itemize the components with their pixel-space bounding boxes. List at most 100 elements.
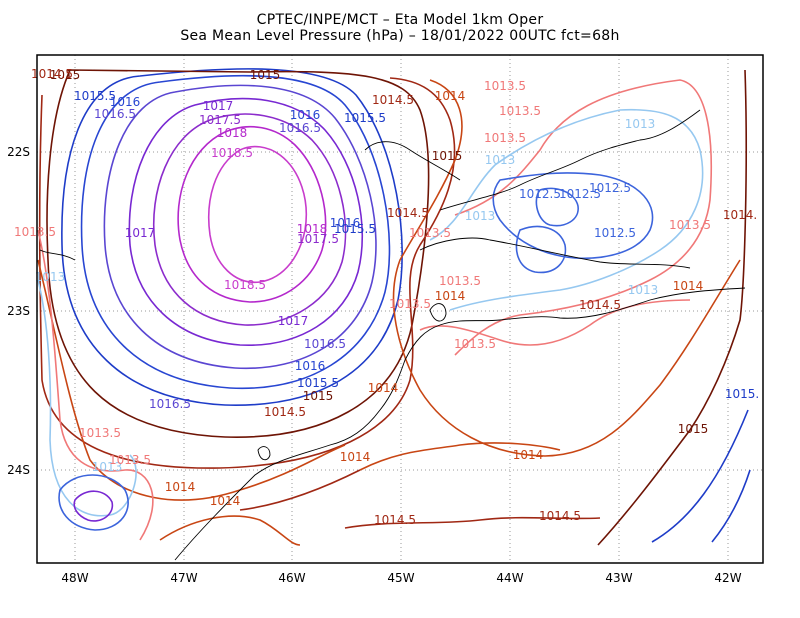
isobar-1018 (177, 125, 327, 303)
isobar-1015-east (597, 69, 747, 546)
contour-label: 1013 (485, 153, 516, 167)
contour-label: 1016 (290, 108, 321, 122)
contour-label: 1015.5 (74, 89, 116, 103)
isobar-1013-sw (37, 279, 137, 517)
contour-label: 1014.5 (372, 93, 414, 107)
isobar-contours (37, 68, 751, 546)
contour-label: 1015 (50, 68, 81, 82)
x-tick-46w: 46W (278, 571, 305, 585)
y-tick-23s: 23S (7, 304, 30, 318)
y-tick-22s: 22S (7, 145, 30, 159)
isobar-1014-se-low (159, 515, 301, 546)
contour-label: 1014 (673, 279, 704, 293)
map-title-line1: CPTEC/INPE/MCT – Eta Model 1km Oper (256, 12, 544, 28)
contour-label: 1012.5 (519, 187, 561, 201)
map-frame (36, 54, 764, 564)
contour-label: 1013.5 (14, 225, 56, 239)
contour-label: 1013.5 (409, 226, 451, 240)
island-sao-sebastiao (429, 303, 447, 322)
isobar-1014-east (392, 79, 741, 457)
contour-label: 1013.5 (499, 104, 541, 118)
isobar-1015-5-east-b (711, 469, 751, 543)
map-title-line2: Sea Mean Level Pressure (hPa) – 18/01/20… (180, 28, 620, 44)
x-tick-42w: 42W (714, 571, 741, 585)
contour-label: 1013.5 (109, 453, 151, 467)
coastline-north (439, 109, 701, 211)
contour-label: 1014 (210, 494, 241, 508)
contour-label: 1016.5 (304, 337, 346, 351)
isobar-1014-5-south (239, 469, 361, 511)
contour-label: 1013.5 (484, 131, 526, 145)
coastline (39, 109, 746, 561)
x-tick-43w: 43W (605, 571, 632, 585)
contour-label: 1016 (110, 95, 141, 109)
isobar-1014-5 (38, 77, 456, 469)
contour-label: 1016.5 (94, 107, 136, 121)
contour-label: 1013 (628, 283, 659, 297)
contour-label: 1017 (203, 99, 234, 113)
isobar-1016 (80, 74, 391, 390)
isobar-1017-5 (152, 113, 347, 326)
isobar-1014-5-east (344, 516, 601, 529)
contour-label: 1018 (217, 126, 248, 140)
contour-label: 1014 (513, 448, 544, 462)
contour-label: 1016.5 (279, 121, 321, 135)
contour-label: 1015 (678, 422, 709, 436)
x-tick-48w: 48W (61, 571, 88, 585)
contour-label: 1013 (625, 117, 656, 131)
isobar-1015-5-east (651, 409, 749, 543)
contour-label: 1017 (125, 226, 156, 240)
contour-label: 1018.5 (224, 278, 266, 292)
contour-label: 1018.5 (211, 146, 253, 160)
island-ilhabela (257, 446, 271, 461)
contour-label: 1012.5 (589, 181, 631, 195)
contour-label: 1014 (368, 381, 399, 395)
contour-label: 1018 (297, 222, 328, 236)
isobar-1015-5 (61, 68, 403, 406)
contour-label: 1013 (465, 209, 496, 223)
isobar-1014-south (359, 442, 561, 471)
x-tick-47w: 47W (170, 571, 197, 585)
contour-label: 1015 (250, 68, 281, 82)
contour-label: 1014 (165, 480, 196, 494)
contour-label: 1015 (303, 389, 334, 403)
coastline-mainland (174, 287, 746, 561)
state-border (364, 141, 461, 181)
isobar-1012-5-inner (515, 225, 567, 274)
contour-label: 1013 (35, 270, 66, 284)
isobar-1012-5-sw (58, 474, 129, 531)
isobar-1017 (128, 97, 364, 346)
contour-label: 1014.5 (387, 206, 429, 220)
axis-labels: 48W 47W 46W 45W 44W 43W 42W 22S 23S 24S (7, 145, 742, 585)
contour-label: 1013.5 (669, 218, 711, 232)
coastline-southwest-islands (39, 249, 76, 261)
isobar-1013-east (429, 108, 704, 311)
contour-label: 1016 (330, 216, 361, 230)
contour-label: 1015. (725, 387, 759, 401)
contour-label: 1014 (435, 289, 466, 303)
contour-labels: 10151015.510161016.510171017.510181018.5… (14, 67, 759, 527)
contour-label: 1014. (723, 208, 757, 222)
contour-label: 1013.5 (484, 79, 526, 93)
contour-label: 1013.5 (439, 274, 481, 288)
isobar-1013-5-sw (37, 229, 154, 541)
contour-label: 1014.5 (31, 67, 73, 81)
contour-label: 1013 (92, 460, 123, 474)
contour-label: 1016 (295, 359, 326, 373)
contour-label: 1017.5 (297, 232, 339, 246)
isobar-1016-5 (103, 84, 377, 370)
contour-label: 1017 (278, 314, 309, 328)
isobar-1012-5-ring (535, 187, 579, 227)
contour-label: 1014.5 (264, 405, 306, 419)
isobar-1012-sw (73, 490, 114, 522)
contour-label: 1012.5 (594, 226, 636, 240)
x-tick-45w: 45W (387, 571, 414, 585)
isobar-1015 (46, 69, 430, 438)
contour-label: 1016.5 (149, 397, 191, 411)
contour-label: 1014.5 (374, 513, 416, 527)
isobar-1012-5-east (492, 172, 654, 260)
contour-label: 1014.5 (539, 509, 581, 523)
contour-label: 1015.5 (297, 376, 339, 390)
contour-label: 1015.5 (334, 222, 376, 236)
y-tick-24s: 24S (7, 463, 30, 477)
